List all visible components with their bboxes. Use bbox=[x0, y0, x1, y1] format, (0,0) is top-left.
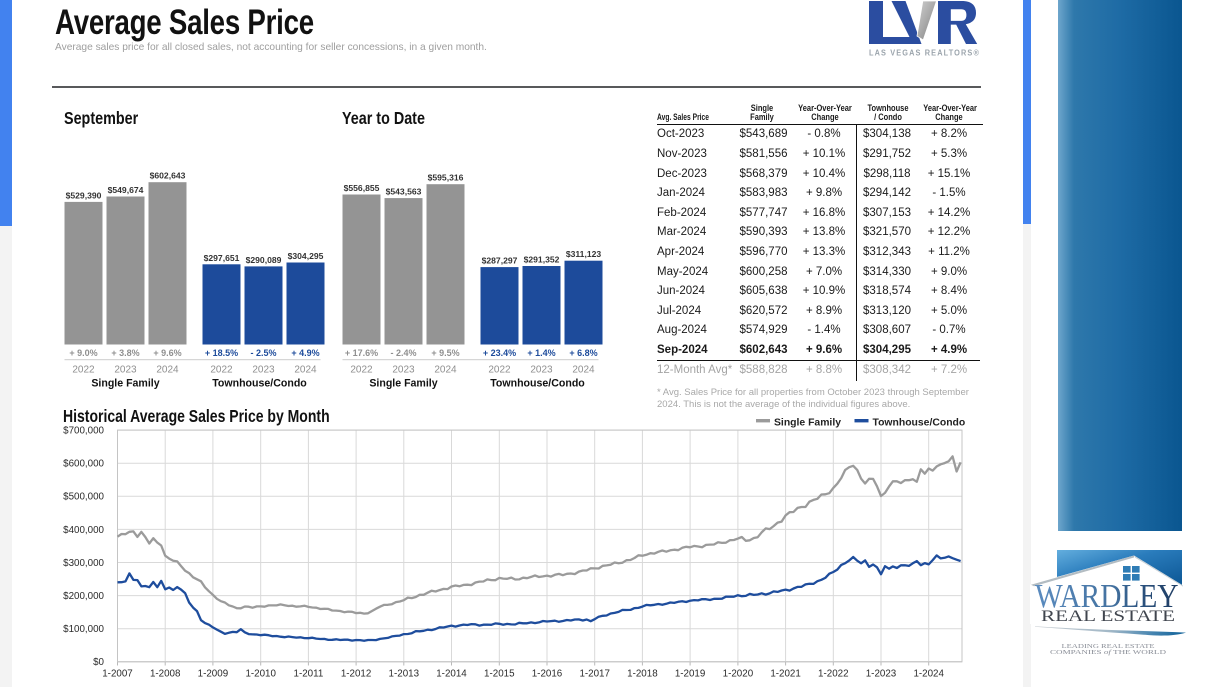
svg-text:2022: 2022 bbox=[350, 365, 373, 376]
svg-text:$287,297: $287,297 bbox=[482, 256, 518, 266]
svg-text:WARDLEY: WARDLEY bbox=[1035, 578, 1179, 615]
svg-text:$297,651: $297,651 bbox=[204, 253, 240, 263]
svg-text:+ 4.9%: + 4.9% bbox=[291, 348, 319, 358]
svg-text:$602,643: $602,643 bbox=[150, 171, 186, 181]
svg-text:+ 9.0%: + 9.0% bbox=[69, 348, 97, 358]
svg-text:2024: 2024 bbox=[434, 365, 457, 376]
svg-text:1-2020: 1-2020 bbox=[723, 669, 754, 680]
svg-text:1-2008: 1-2008 bbox=[150, 669, 181, 680]
svg-text:+ 18.5%: + 18.5% bbox=[205, 348, 238, 358]
svg-text:REAL ESTATE: REAL ESTATE bbox=[1041, 608, 1175, 625]
svg-text:$200,000: $200,000 bbox=[63, 591, 104, 602]
svg-text:$311,123: $311,123 bbox=[566, 249, 602, 259]
svg-text:$300,000: $300,000 bbox=[63, 558, 104, 569]
svg-text:Single Family: Single Family bbox=[91, 378, 159, 390]
svg-text:1-2016: 1-2016 bbox=[532, 669, 563, 680]
svg-text:$556,855: $556,855 bbox=[344, 183, 380, 193]
svg-text:1-2018: 1-2018 bbox=[627, 669, 658, 680]
svg-text:$700,000: $700,000 bbox=[63, 426, 104, 437]
svg-text:1-2021: 1-2021 bbox=[770, 669, 801, 680]
svg-text:+ 23.4%: + 23.4% bbox=[483, 348, 516, 358]
svg-text:Townhouse/Condo: Townhouse/Condo bbox=[212, 378, 307, 390]
svg-text:$0: $0 bbox=[93, 657, 104, 668]
svg-text:2022: 2022 bbox=[210, 365, 233, 376]
svg-text:1-2014: 1-2014 bbox=[436, 669, 467, 680]
svg-text:2023: 2023 bbox=[392, 365, 415, 376]
svg-text:1-2024: 1-2024 bbox=[913, 669, 944, 680]
svg-text:Townhouse/Condo: Townhouse/Condo bbox=[490, 378, 585, 390]
svg-text:+ 1.4%: + 1.4% bbox=[527, 348, 555, 358]
svg-text:1-2009: 1-2009 bbox=[198, 669, 229, 680]
svg-text:COMPANIES of THE WORLD: COMPANIES of THE WORLD bbox=[1050, 649, 1167, 656]
svg-text:1-2019: 1-2019 bbox=[675, 669, 706, 680]
svg-text:2023: 2023 bbox=[252, 365, 275, 376]
svg-text:$600,000: $600,000 bbox=[63, 459, 104, 470]
svg-text:$100,000: $100,000 bbox=[63, 624, 104, 635]
svg-text:$500,000: $500,000 bbox=[63, 492, 104, 503]
svg-text:Single Family: Single Family bbox=[369, 378, 437, 390]
svg-text:2023: 2023 bbox=[530, 365, 553, 376]
svg-text:- 2.4%: - 2.4% bbox=[390, 348, 416, 358]
svg-text:2022: 2022 bbox=[72, 365, 95, 376]
svg-text:1-2015: 1-2015 bbox=[484, 669, 515, 680]
svg-text:LAS VEGAS REALTORS®: LAS VEGAS REALTORS® bbox=[869, 49, 980, 58]
svg-text:+ 3.8%: + 3.8% bbox=[111, 348, 139, 358]
svg-text:+ 9.5%: + 9.5% bbox=[431, 348, 459, 358]
svg-text:$400,000: $400,000 bbox=[63, 525, 104, 536]
svg-text:$595,316: $595,316 bbox=[428, 173, 464, 183]
svg-text:+ 17.6%: + 17.6% bbox=[345, 348, 378, 358]
svg-text:Single Family: Single Family bbox=[774, 418, 841, 429]
svg-text:1-2012: 1-2012 bbox=[341, 669, 372, 680]
svg-text:$529,390: $529,390 bbox=[66, 190, 102, 200]
svg-text:1-2010: 1-2010 bbox=[245, 669, 276, 680]
svg-text:+ 6.8%: + 6.8% bbox=[569, 348, 597, 358]
svg-text:- 2.5%: - 2.5% bbox=[250, 348, 276, 358]
svg-text:LEADING REAL ESTATE: LEADING REAL ESTATE bbox=[1062, 644, 1156, 650]
svg-text:1-2022: 1-2022 bbox=[818, 669, 849, 680]
svg-text:2024: 2024 bbox=[294, 365, 317, 376]
svg-text:2023: 2023 bbox=[114, 365, 137, 376]
svg-text:+ 9.6%: + 9.6% bbox=[153, 348, 181, 358]
svg-text:2024: 2024 bbox=[572, 365, 595, 376]
svg-text:$549,674: $549,674 bbox=[108, 185, 144, 195]
svg-text:1-2011: 1-2011 bbox=[294, 669, 324, 680]
svg-text:$290,089: $290,089 bbox=[246, 255, 282, 265]
svg-text:1-2007: 1-2007 bbox=[102, 669, 133, 680]
svg-text:$543,563: $543,563 bbox=[386, 187, 422, 197]
svg-text:2024: 2024 bbox=[156, 365, 179, 376]
svg-text:1-2023: 1-2023 bbox=[866, 669, 897, 680]
svg-text:Townhouse/Condo: Townhouse/Condo bbox=[873, 418, 966, 429]
svg-text:$304,295: $304,295 bbox=[288, 251, 324, 261]
svg-text:1-2013: 1-2013 bbox=[389, 669, 420, 680]
svg-text:2022: 2022 bbox=[488, 365, 511, 376]
svg-text:$291,352: $291,352 bbox=[524, 255, 560, 265]
svg-text:1-2017: 1-2017 bbox=[579, 669, 610, 680]
